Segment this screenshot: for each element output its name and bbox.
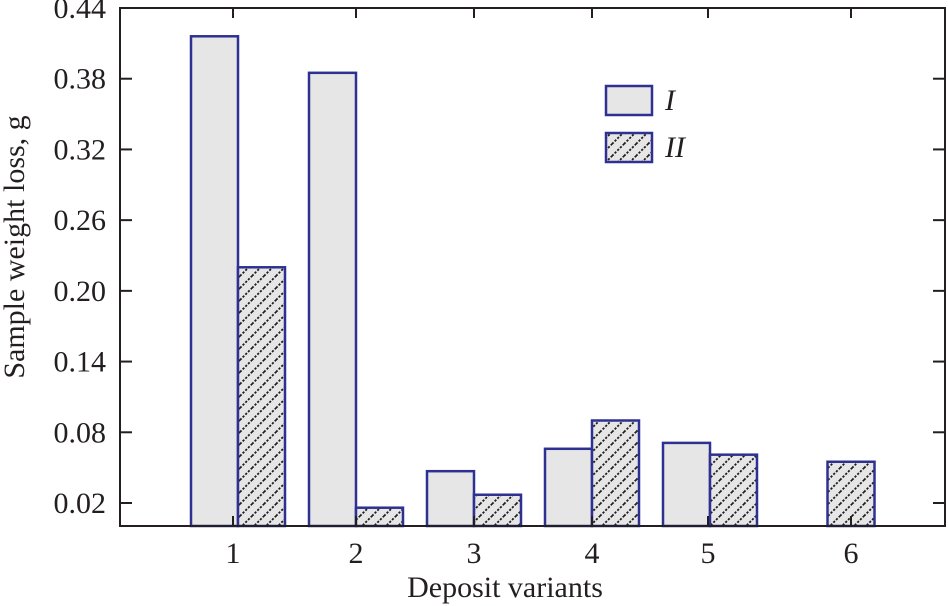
bar-series-1-cat-1 [189, 35, 240, 528]
bar-series-1-cat-3 [425, 469, 476, 528]
bar-series-2-cat-1 [236, 266, 287, 528]
bar-series-1-cat-2 [307, 71, 358, 528]
bar-series-2-cat-3 [472, 493, 523, 528]
bars-layer [189, 35, 876, 528]
x-tick-label: 2 [349, 537, 364, 570]
y-tick-label: 0.32 [54, 133, 107, 166]
x-axis: 1 2 3 4 5 6 [226, 8, 859, 570]
y-tick-label: 0.44 [54, 0, 107, 25]
x-axis-title: Deposit variants [407, 571, 603, 604]
x-tick-label: 5 [701, 537, 716, 570]
x-tick-label: 1 [226, 537, 241, 570]
y-tick-label: 0.20 [54, 275, 107, 308]
x-tick-label: 4 [585, 537, 600, 570]
y-tick-label: 0.38 [54, 63, 107, 96]
legend-swatch-series-1 [604, 84, 654, 117]
y-tick-label: 0.14 [54, 346, 107, 379]
y-tick-label: 0.08 [54, 416, 107, 449]
plot-frame [119, 7, 946, 527]
bar-series-2-cat-2 [354, 506, 405, 528]
legend-swatch-series-2 [604, 131, 654, 164]
bar-series-2-cat-5 [708, 453, 759, 528]
x-tick-label: 6 [844, 537, 859, 570]
bar-series-1-cat-4 [543, 447, 594, 528]
x-tick-label: 3 [467, 537, 482, 570]
y-tick-label: 0.02 [54, 487, 107, 520]
legend: I II [604, 84, 687, 164]
y-axis-title: Sample weight loss, g [0, 115, 31, 378]
y-axis: 0.02 0.08 0.14 0.20 0.26 0.32 0.38 0.44 [54, 0, 945, 520]
bar-series-2-cat-4 [590, 419, 641, 528]
bar-series-1-cat-5 [661, 441, 712, 528]
legend-label-series-1: I [664, 84, 677, 117]
y-tick-label: 0.26 [54, 204, 107, 237]
legend-label-series-2: II [664, 131, 687, 164]
